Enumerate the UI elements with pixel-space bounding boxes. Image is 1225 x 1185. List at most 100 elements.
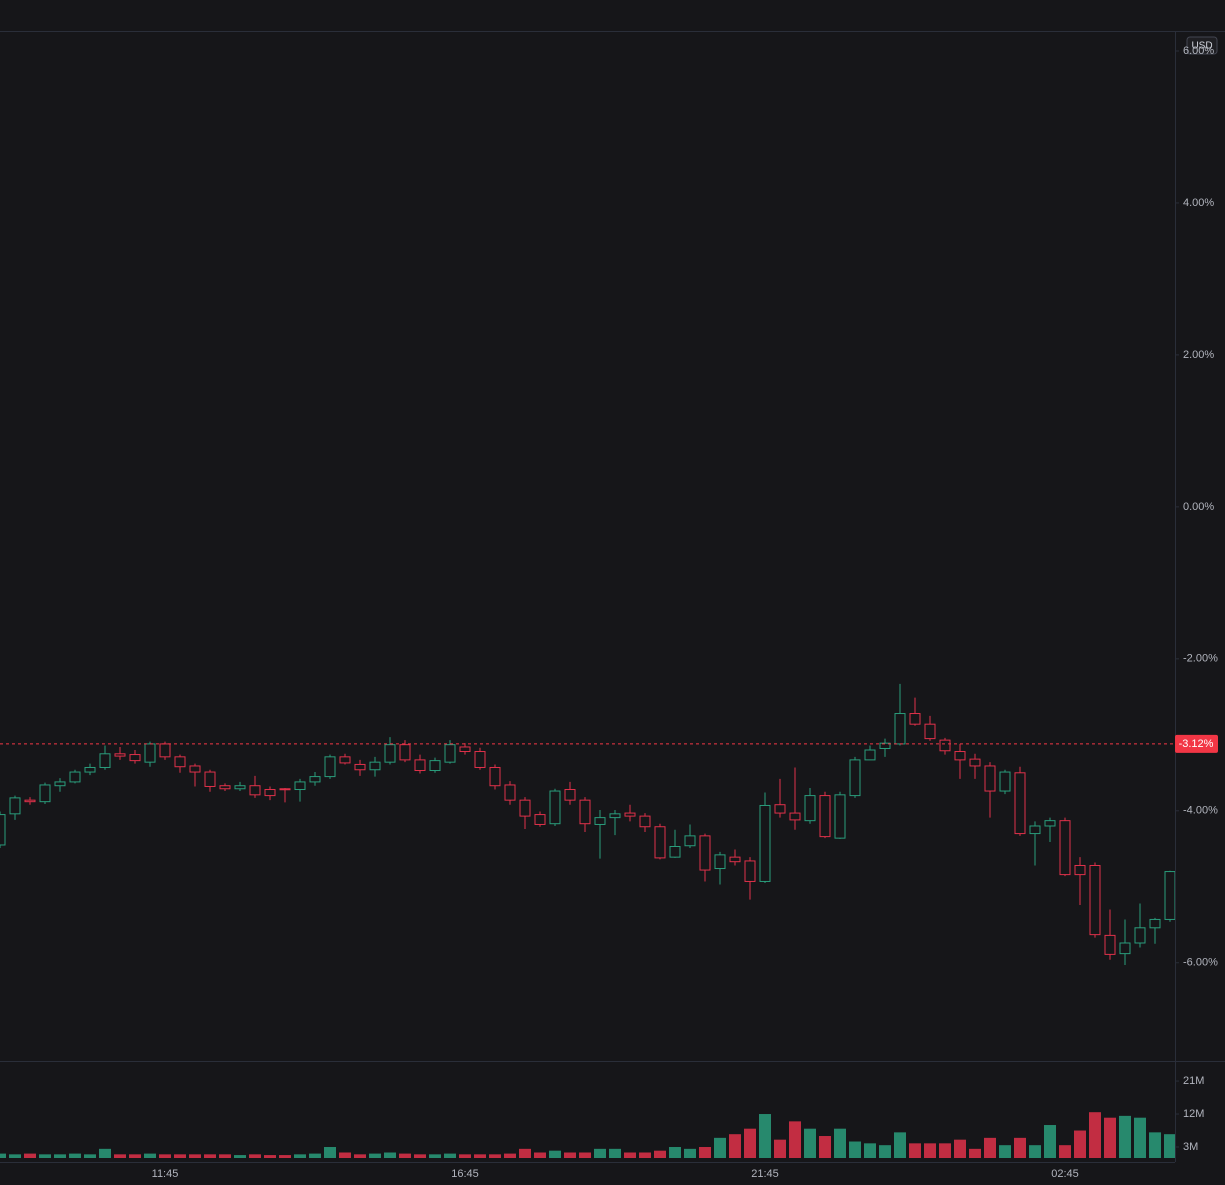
candle-body: [249, 785, 261, 796]
candle-body: [144, 743, 156, 763]
volume-bar: [954, 1139, 966, 1158]
volume-bar: [999, 1145, 1011, 1158]
volume-bar: [654, 1150, 666, 1158]
candle-body: [39, 784, 51, 803]
price-label-bg: [1175, 734, 1218, 753]
currency-badge-bg: [1186, 36, 1218, 55]
candle-body: [1059, 820, 1071, 876]
candle-body: [489, 766, 501, 787]
x-tick-label: 02:45: [1051, 1168, 1079, 1180]
plot: [0, 683, 1175, 1158]
candle-body: [774, 804, 786, 814]
volume-bar: [1149, 1132, 1161, 1158]
volume-bar: [1164, 1134, 1175, 1158]
candle-body: [0, 814, 6, 846]
candle-body: [84, 766, 96, 773]
volume-bar: [159, 1154, 171, 1158]
candle-body: [219, 785, 231, 790]
candle-body: [234, 785, 246, 790]
candle-body: [399, 744, 411, 761]
candle-body: [804, 795, 816, 822]
volume-bar: [1059, 1145, 1071, 1158]
candle-body: [174, 756, 186, 768]
volume-bar: [174, 1154, 186, 1158]
volume-bar: [774, 1139, 786, 1158]
volume-bar: [894, 1132, 906, 1158]
volume-bar: [699, 1147, 711, 1158]
volume-bar: [1074, 1130, 1086, 1158]
volume-tick-label: 21M: [1183, 1075, 1204, 1087]
volume-bar: [0, 1153, 6, 1158]
volume-bar: [414, 1154, 426, 1158]
volume-bar: [24, 1153, 36, 1158]
candle-body: [504, 784, 516, 801]
volume-bar: [879, 1145, 891, 1158]
candle-body: [369, 761, 381, 771]
volume-bar: [984, 1137, 996, 1158]
y-tick-label: 2.00%: [1183, 349, 1214, 361]
candle-body: [519, 799, 531, 817]
candle-body: [189, 765, 201, 773]
candle-body: [1014, 772, 1026, 835]
volume-bar: [429, 1154, 441, 1158]
candle-body: [549, 790, 561, 825]
volume-bar: [99, 1148, 111, 1158]
volume-bar: [849, 1141, 861, 1158]
volume-bar: [204, 1154, 216, 1158]
candle-body: [909, 713, 921, 725]
candle-body: [894, 713, 906, 745]
volume-bar: [294, 1154, 306, 1158]
volume-bar: [549, 1150, 561, 1158]
volume-bar: [729, 1134, 741, 1158]
volume-bar: [114, 1154, 126, 1158]
volume-bar: [579, 1152, 591, 1158]
candle-body: [534, 814, 546, 825]
candle-body: [969, 758, 981, 767]
volume-bar: [9, 1154, 21, 1158]
volume-bar: [744, 1128, 756, 1158]
candle-body: [999, 771, 1011, 792]
candle-body: [1089, 864, 1101, 936]
volume-bar: [324, 1147, 336, 1158]
volume-bar: [684, 1148, 696, 1158]
volume-bar: [54, 1154, 66, 1158]
volume-bar: [819, 1136, 831, 1158]
volume-tick-label: 12M: [1183, 1108, 1204, 1120]
candle-body: [609, 813, 621, 819]
y-tick-label: -6.00%: [1183, 957, 1218, 969]
volume-bar: [1134, 1117, 1146, 1158]
candle-body: [564, 789, 576, 801]
candle-body: [1074, 864, 1086, 876]
candle-body: [864, 749, 876, 761]
candle-body: [594, 817, 606, 825]
candle-body: [459, 746, 471, 753]
candle-body: [69, 771, 81, 783]
candle-body: [834, 794, 846, 839]
volume-bar: [444, 1153, 456, 1158]
volume-bar: [354, 1154, 366, 1158]
candle-body: [129, 754, 141, 762]
candle-body: [114, 753, 126, 757]
volume-bar: [279, 1155, 291, 1158]
y-tick-label: -4.00%: [1183, 805, 1218, 817]
x-tick-label: 11:45: [152, 1168, 179, 1180]
candle-body: [924, 723, 936, 740]
volume-bar: [969, 1148, 981, 1158]
volume-bar: [714, 1137, 726, 1158]
candle-body: [414, 759, 426, 772]
x-tick-label: 16:45: [451, 1168, 479, 1180]
candle-body: [669, 845, 681, 858]
candle-body: [354, 763, 366, 771]
volume-tick-label: 3M: [1183, 1141, 1198, 1153]
volume-bar: [144, 1153, 156, 1158]
volume-bar: [489, 1154, 501, 1158]
candle-body: [339, 756, 351, 764]
candle-body: [984, 765, 996, 792]
volume-bar: [384, 1152, 396, 1158]
volume-bar: [564, 1152, 576, 1158]
volume-bar: [84, 1154, 96, 1158]
candle-body: [744, 860, 756, 882]
volume-bar: [804, 1128, 816, 1158]
candle-body: [789, 812, 801, 821]
candle-body: [1104, 934, 1116, 955]
